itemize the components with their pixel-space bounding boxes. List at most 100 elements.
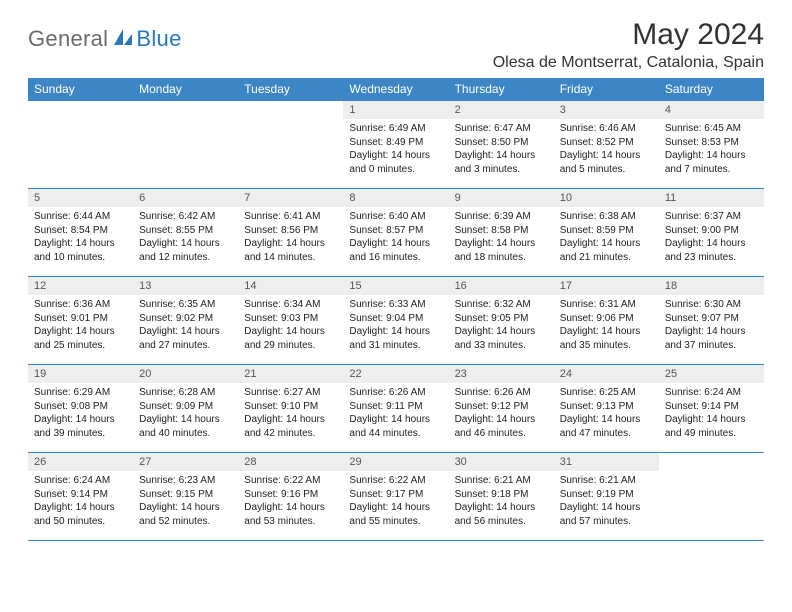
calendar-day-cell: 31Sunrise: 6:21 AMSunset: 9:19 PMDayligh… [554,453,659,541]
calendar-empty-cell [28,101,133,189]
day-details: Sunrise: 6:31 AMSunset: 9:06 PMDaylight:… [554,295,659,356]
weekday-header: Monday [133,78,238,101]
calendar-day-cell: 20Sunrise: 6:28 AMSunset: 9:09 PMDayligh… [133,365,238,453]
day-details: Sunrise: 6:35 AMSunset: 9:02 PMDaylight:… [133,295,238,356]
calendar-day-cell: 3Sunrise: 6:46 AMSunset: 8:52 PMDaylight… [554,101,659,189]
day-number: 20 [133,365,238,383]
calendar-day-cell: 13Sunrise: 6:35 AMSunset: 9:02 PMDayligh… [133,277,238,365]
day-details: Sunrise: 6:21 AMSunset: 9:19 PMDaylight:… [554,471,659,532]
day-details: Sunrise: 6:30 AMSunset: 9:07 PMDaylight:… [659,295,764,356]
calendar-day-cell: 29Sunrise: 6:22 AMSunset: 9:17 PMDayligh… [343,453,448,541]
calendar-empty-cell [659,453,764,541]
calendar-day-cell: 25Sunrise: 6:24 AMSunset: 9:14 PMDayligh… [659,365,764,453]
calendar-day-cell: 30Sunrise: 6:21 AMSunset: 9:18 PMDayligh… [449,453,554,541]
calendar-day-cell: 4Sunrise: 6:45 AMSunset: 8:53 PMDaylight… [659,101,764,189]
calendar-day-cell: 9Sunrise: 6:39 AMSunset: 8:58 PMDaylight… [449,189,554,277]
day-number: 31 [554,453,659,471]
calendar-day-cell: 1Sunrise: 6:49 AMSunset: 8:49 PMDaylight… [343,101,448,189]
logo: General Blue [28,26,182,52]
day-number: 14 [238,277,343,295]
calendar-day-cell: 18Sunrise: 6:30 AMSunset: 9:07 PMDayligh… [659,277,764,365]
day-number: 5 [28,189,133,207]
calendar-day-cell: 15Sunrise: 6:33 AMSunset: 9:04 PMDayligh… [343,277,448,365]
day-number: 26 [28,453,133,471]
day-number: 22 [343,365,448,383]
day-details: Sunrise: 6:32 AMSunset: 9:05 PMDaylight:… [449,295,554,356]
day-details: Sunrise: 6:26 AMSunset: 9:11 PMDaylight:… [343,383,448,444]
day-number: 15 [343,277,448,295]
day-details: Sunrise: 6:22 AMSunset: 9:16 PMDaylight:… [238,471,343,532]
calendar-week-row: 26Sunrise: 6:24 AMSunset: 9:14 PMDayligh… [28,453,764,541]
calendar-head: SundayMondayTuesdayWednesdayThursdayFrid… [28,78,764,101]
day-details: Sunrise: 6:38 AMSunset: 8:59 PMDaylight:… [554,207,659,268]
day-number: 27 [133,453,238,471]
day-number: 9 [449,189,554,207]
calendar-day-cell: 5Sunrise: 6:44 AMSunset: 8:54 PMDaylight… [28,189,133,277]
calendar-week-row: 5Sunrise: 6:44 AMSunset: 8:54 PMDaylight… [28,189,764,277]
calendar-day-cell: 22Sunrise: 6:26 AMSunset: 9:11 PMDayligh… [343,365,448,453]
day-details: Sunrise: 6:41 AMSunset: 8:56 PMDaylight:… [238,207,343,268]
day-number: 1 [343,101,448,119]
calendar-day-cell: 23Sunrise: 6:26 AMSunset: 9:12 PMDayligh… [449,365,554,453]
month-title: May 2024 [493,18,764,52]
day-number: 17 [554,277,659,295]
calendar-day-cell: 17Sunrise: 6:31 AMSunset: 9:06 PMDayligh… [554,277,659,365]
day-number: 30 [449,453,554,471]
day-details: Sunrise: 6:44 AMSunset: 8:54 PMDaylight:… [28,207,133,268]
day-details: Sunrise: 6:24 AMSunset: 9:14 PMDaylight:… [659,383,764,444]
day-details: Sunrise: 6:49 AMSunset: 8:49 PMDaylight:… [343,119,448,180]
day-number: 29 [343,453,448,471]
day-details: Sunrise: 6:40 AMSunset: 8:57 PMDaylight:… [343,207,448,268]
weekday-header: Tuesday [238,78,343,101]
day-number: 7 [238,189,343,207]
day-number: 23 [449,365,554,383]
day-number: 18 [659,277,764,295]
calendar-day-cell: 21Sunrise: 6:27 AMSunset: 9:10 PMDayligh… [238,365,343,453]
day-number: 2 [449,101,554,119]
day-details: Sunrise: 6:36 AMSunset: 9:01 PMDaylight:… [28,295,133,356]
day-number: 16 [449,277,554,295]
day-details: Sunrise: 6:28 AMSunset: 9:09 PMDaylight:… [133,383,238,444]
calendar-week-row: 19Sunrise: 6:29 AMSunset: 9:08 PMDayligh… [28,365,764,453]
day-details: Sunrise: 6:24 AMSunset: 9:14 PMDaylight:… [28,471,133,532]
calendar-body: 1Sunrise: 6:49 AMSunset: 8:49 PMDaylight… [28,101,764,541]
weekday-header: Friday [554,78,659,101]
calendar-day-cell: 14Sunrise: 6:34 AMSunset: 9:03 PMDayligh… [238,277,343,365]
day-number: 4 [659,101,764,119]
calendar-day-cell: 10Sunrise: 6:38 AMSunset: 8:59 PMDayligh… [554,189,659,277]
day-number: 25 [659,365,764,383]
calendar-day-cell: 27Sunrise: 6:23 AMSunset: 9:15 PMDayligh… [133,453,238,541]
weekday-row: SundayMondayTuesdayWednesdayThursdayFrid… [28,78,764,101]
day-number: 19 [28,365,133,383]
calendar-empty-cell [238,101,343,189]
location: Olesa de Montserrat, Catalonia, Spain [493,54,764,72]
weekday-header: Saturday [659,78,764,101]
calendar-week-row: 1Sunrise: 6:49 AMSunset: 8:49 PMDaylight… [28,101,764,189]
calendar-day-cell: 12Sunrise: 6:36 AMSunset: 9:01 PMDayligh… [28,277,133,365]
calendar-day-cell: 26Sunrise: 6:24 AMSunset: 9:14 PMDayligh… [28,453,133,541]
day-number: 24 [554,365,659,383]
calendar-empty-cell [133,101,238,189]
logo-text-general: General [28,26,108,52]
day-details: Sunrise: 6:26 AMSunset: 9:12 PMDaylight:… [449,383,554,444]
title-block: May 2024 Olesa de Montserrat, Catalonia,… [493,18,764,72]
day-number: 21 [238,365,343,383]
header-row: General Blue May 2024 Olesa de Montserra… [28,18,764,72]
day-details: Sunrise: 6:33 AMSunset: 9:04 PMDaylight:… [343,295,448,356]
calendar-day-cell: 19Sunrise: 6:29 AMSunset: 9:08 PMDayligh… [28,365,133,453]
day-details: Sunrise: 6:37 AMSunset: 9:00 PMDaylight:… [659,207,764,268]
day-number: 12 [28,277,133,295]
day-details: Sunrise: 6:22 AMSunset: 9:17 PMDaylight:… [343,471,448,532]
calendar-day-cell: 11Sunrise: 6:37 AMSunset: 9:00 PMDayligh… [659,189,764,277]
weekday-header: Sunday [28,78,133,101]
calendar-page: General Blue May 2024 Olesa de Montserra… [0,0,792,553]
day-details: Sunrise: 6:34 AMSunset: 9:03 PMDaylight:… [238,295,343,356]
day-details: Sunrise: 6:27 AMSunset: 9:10 PMDaylight:… [238,383,343,444]
calendar-day-cell: 7Sunrise: 6:41 AMSunset: 8:56 PMDaylight… [238,189,343,277]
day-number: 8 [343,189,448,207]
day-details: Sunrise: 6:46 AMSunset: 8:52 PMDaylight:… [554,119,659,180]
calendar-day-cell: 8Sunrise: 6:40 AMSunset: 8:57 PMDaylight… [343,189,448,277]
calendar-week-row: 12Sunrise: 6:36 AMSunset: 9:01 PMDayligh… [28,277,764,365]
day-details: Sunrise: 6:21 AMSunset: 9:18 PMDaylight:… [449,471,554,532]
day-details: Sunrise: 6:23 AMSunset: 9:15 PMDaylight:… [133,471,238,532]
